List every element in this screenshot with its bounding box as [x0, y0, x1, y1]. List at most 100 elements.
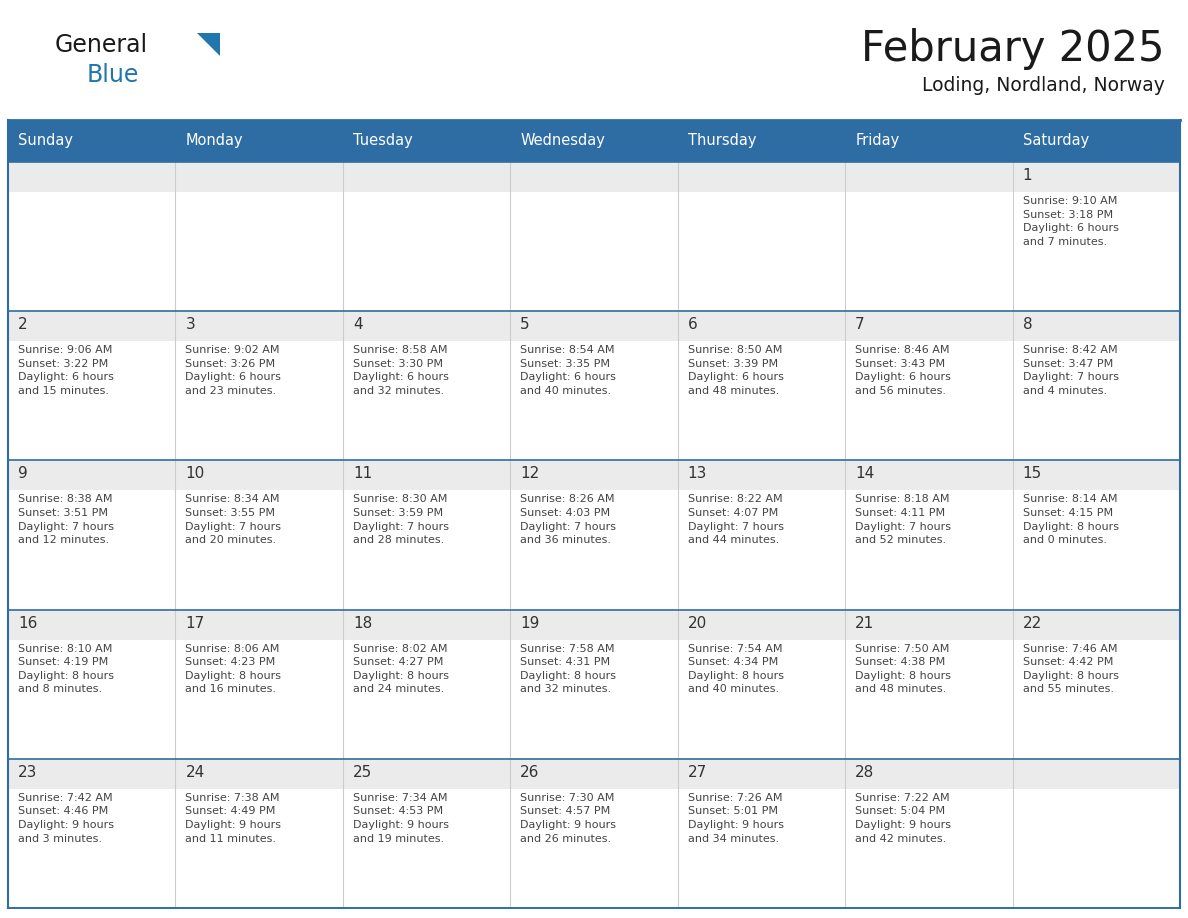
Text: Loding, Nordland, Norway: Loding, Nordland, Norway: [922, 76, 1165, 95]
Bar: [8, 461, 176, 490]
Text: Sunday: Sunday: [18, 133, 72, 149]
Text: Sunrise: 7:58 AM
Sunset: 4:31 PM
Daylight: 8 hours
and 32 minutes.: Sunrise: 7:58 AM Sunset: 4:31 PM Dayligh…: [520, 644, 617, 694]
Text: 26: 26: [520, 765, 539, 779]
Bar: [1012, 759, 1180, 789]
Text: Sunrise: 9:06 AM
Sunset: 3:22 PM
Daylight: 6 hours
and 15 minutes.: Sunrise: 9:06 AM Sunset: 3:22 PM Dayligh…: [18, 345, 114, 396]
Text: Sunrise: 8:02 AM
Sunset: 4:27 PM
Daylight: 8 hours
and 24 minutes.: Sunrise: 8:02 AM Sunset: 4:27 PM Dayligh…: [353, 644, 449, 694]
Bar: [176, 311, 343, 341]
Bar: [845, 120, 1012, 162]
Text: 19: 19: [520, 616, 539, 631]
Bar: [511, 610, 677, 759]
Text: Monday: Monday: [185, 133, 244, 149]
Bar: [845, 162, 1012, 311]
Text: Blue: Blue: [87, 63, 139, 87]
Text: 20: 20: [688, 616, 707, 631]
Text: Sunrise: 8:58 AM
Sunset: 3:30 PM
Daylight: 6 hours
and 32 minutes.: Sunrise: 8:58 AM Sunset: 3:30 PM Dayligh…: [353, 345, 449, 396]
Bar: [343, 461, 511, 610]
Text: 22: 22: [1023, 616, 1042, 631]
Bar: [343, 759, 511, 908]
Bar: [1012, 610, 1180, 640]
Text: 6: 6: [688, 318, 697, 332]
Bar: [677, 461, 845, 610]
Bar: [176, 461, 343, 610]
Bar: [343, 610, 511, 759]
Bar: [8, 610, 176, 759]
Bar: [845, 311, 1012, 341]
Bar: [176, 311, 343, 461]
Bar: [677, 610, 845, 640]
Text: Sunrise: 7:22 AM
Sunset: 5:04 PM
Daylight: 9 hours
and 42 minutes.: Sunrise: 7:22 AM Sunset: 5:04 PM Dayligh…: [855, 793, 952, 844]
Text: 15: 15: [1023, 466, 1042, 481]
Bar: [8, 311, 176, 341]
Text: 10: 10: [185, 466, 204, 481]
Bar: [8, 759, 176, 908]
Text: 7: 7: [855, 318, 865, 332]
Bar: [845, 610, 1012, 640]
Text: Sunrise: 7:42 AM
Sunset: 4:46 PM
Daylight: 9 hours
and 3 minutes.: Sunrise: 7:42 AM Sunset: 4:46 PM Dayligh…: [18, 793, 114, 844]
Text: Saturday: Saturday: [1023, 133, 1089, 149]
Bar: [343, 311, 511, 461]
Text: Sunrise: 7:38 AM
Sunset: 4:49 PM
Daylight: 9 hours
and 11 minutes.: Sunrise: 7:38 AM Sunset: 4:49 PM Dayligh…: [185, 793, 282, 844]
Text: 11: 11: [353, 466, 372, 481]
Bar: [176, 610, 343, 759]
Bar: [1012, 162, 1180, 311]
Text: 13: 13: [688, 466, 707, 481]
Bar: [8, 120, 176, 162]
Bar: [1012, 311, 1180, 341]
Text: Sunrise: 7:50 AM
Sunset: 4:38 PM
Daylight: 8 hours
and 48 minutes.: Sunrise: 7:50 AM Sunset: 4:38 PM Dayligh…: [855, 644, 952, 694]
Text: Sunrise: 7:26 AM
Sunset: 5:01 PM
Daylight: 9 hours
and 34 minutes.: Sunrise: 7:26 AM Sunset: 5:01 PM Dayligh…: [688, 793, 784, 844]
Text: Sunrise: 7:46 AM
Sunset: 4:42 PM
Daylight: 8 hours
and 55 minutes.: Sunrise: 7:46 AM Sunset: 4:42 PM Dayligh…: [1023, 644, 1119, 694]
Bar: [845, 759, 1012, 908]
Bar: [8, 461, 176, 610]
Text: Sunrise: 9:10 AM
Sunset: 3:18 PM
Daylight: 6 hours
and 7 minutes.: Sunrise: 9:10 AM Sunset: 3:18 PM Dayligh…: [1023, 196, 1118, 247]
Bar: [511, 759, 677, 908]
Bar: [845, 162, 1012, 192]
Bar: [677, 311, 845, 341]
Text: Sunrise: 7:54 AM
Sunset: 4:34 PM
Daylight: 8 hours
and 40 minutes.: Sunrise: 7:54 AM Sunset: 4:34 PM Dayligh…: [688, 644, 784, 694]
Bar: [511, 162, 677, 311]
Bar: [677, 759, 845, 908]
Bar: [677, 610, 845, 759]
Text: 8: 8: [1023, 318, 1032, 332]
Text: Thursday: Thursday: [688, 133, 757, 149]
Text: Sunrise: 8:42 AM
Sunset: 3:47 PM
Daylight: 7 hours
and 4 minutes.: Sunrise: 8:42 AM Sunset: 3:47 PM Dayligh…: [1023, 345, 1119, 396]
Text: Sunrise: 8:30 AM
Sunset: 3:59 PM
Daylight: 7 hours
and 28 minutes.: Sunrise: 8:30 AM Sunset: 3:59 PM Dayligh…: [353, 495, 449, 545]
Text: Sunrise: 8:38 AM
Sunset: 3:51 PM
Daylight: 7 hours
and 12 minutes.: Sunrise: 8:38 AM Sunset: 3:51 PM Dayligh…: [18, 495, 114, 545]
Bar: [176, 759, 343, 908]
Text: 9: 9: [18, 466, 27, 481]
Text: Sunrise: 8:14 AM
Sunset: 4:15 PM
Daylight: 8 hours
and 0 minutes.: Sunrise: 8:14 AM Sunset: 4:15 PM Dayligh…: [1023, 495, 1119, 545]
Text: Sunrise: 7:34 AM
Sunset: 4:53 PM
Daylight: 9 hours
and 19 minutes.: Sunrise: 7:34 AM Sunset: 4:53 PM Dayligh…: [353, 793, 449, 844]
Bar: [845, 461, 1012, 610]
Bar: [8, 759, 176, 789]
Bar: [1012, 610, 1180, 759]
Bar: [8, 311, 176, 461]
Text: Sunrise: 9:02 AM
Sunset: 3:26 PM
Daylight: 6 hours
and 23 minutes.: Sunrise: 9:02 AM Sunset: 3:26 PM Dayligh…: [185, 345, 282, 396]
Bar: [511, 120, 677, 162]
Text: Tuesday: Tuesday: [353, 133, 412, 149]
Text: Sunrise: 8:06 AM
Sunset: 4:23 PM
Daylight: 8 hours
and 16 minutes.: Sunrise: 8:06 AM Sunset: 4:23 PM Dayligh…: [185, 644, 282, 694]
Bar: [1012, 461, 1180, 610]
Bar: [845, 610, 1012, 759]
Text: Sunrise: 8:50 AM
Sunset: 3:39 PM
Daylight: 6 hours
and 48 minutes.: Sunrise: 8:50 AM Sunset: 3:39 PM Dayligh…: [688, 345, 784, 396]
Text: Sunrise: 8:10 AM
Sunset: 4:19 PM
Daylight: 8 hours
and 8 minutes.: Sunrise: 8:10 AM Sunset: 4:19 PM Dayligh…: [18, 644, 114, 694]
Bar: [8, 162, 176, 311]
Bar: [8, 610, 176, 640]
Bar: [511, 610, 677, 640]
Text: 12: 12: [520, 466, 539, 481]
Text: Wednesday: Wednesday: [520, 133, 605, 149]
Bar: [511, 461, 677, 610]
Bar: [677, 461, 845, 490]
Text: General: General: [55, 33, 148, 57]
Text: 23: 23: [18, 765, 37, 779]
Bar: [343, 162, 511, 311]
Text: 14: 14: [855, 466, 874, 481]
Bar: [1012, 759, 1180, 908]
Bar: [1012, 162, 1180, 192]
Bar: [176, 120, 343, 162]
Text: 3: 3: [185, 318, 195, 332]
Text: 4: 4: [353, 318, 362, 332]
Text: 18: 18: [353, 616, 372, 631]
Bar: [845, 759, 1012, 789]
Text: Sunrise: 7:30 AM
Sunset: 4:57 PM
Daylight: 9 hours
and 26 minutes.: Sunrise: 7:30 AM Sunset: 4:57 PM Dayligh…: [520, 793, 617, 844]
Bar: [845, 461, 1012, 490]
